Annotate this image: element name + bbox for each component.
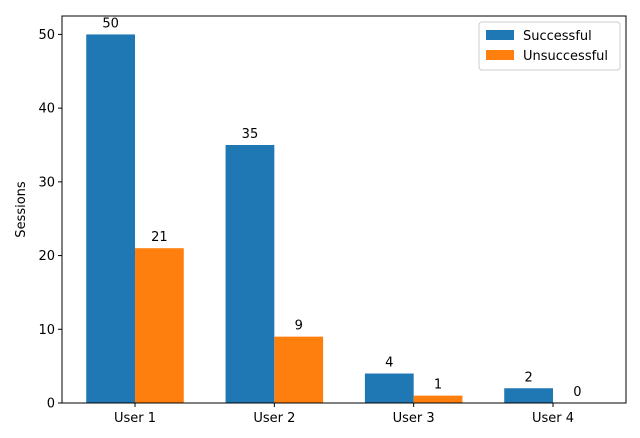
y-axis: 0 10 20 30 40 50 <box>38 28 62 412</box>
x-tick-label: User 3 <box>393 411 435 426</box>
legend-label-successful: Successful <box>523 29 592 44</box>
x-tick-label: User 4 <box>532 411 574 426</box>
bar-successful-1 <box>86 34 136 404</box>
bar-successful-3 <box>364 373 414 403</box>
data-labels: 50 21 35 9 4 1 2 0 <box>102 16 581 400</box>
data-label-successful-4: 2 <box>524 370 532 385</box>
y-axis-label: Sessions <box>14 181 29 238</box>
legend-swatch-successful <box>486 30 514 40</box>
y-tick-label: 20 <box>38 249 55 264</box>
y-tick-label: 50 <box>38 28 55 43</box>
legend-label-unsuccessful: Unsuccessful <box>523 49 608 64</box>
bar-unsuccessful-3 <box>413 395 463 403</box>
y-tick-label: 0 <box>47 397 55 412</box>
legend-swatch-unsuccessful <box>486 50 514 60</box>
data-label-unsuccessful-4: 0 <box>573 385 581 400</box>
bar-unsuccessful-1 <box>135 248 184 403</box>
bar-successful-4 <box>504 388 553 403</box>
data-label-successful-2: 35 <box>242 127 259 142</box>
bar-successful-2 <box>225 145 275 403</box>
data-label-successful-1: 50 <box>102 16 119 31</box>
plot-frame <box>61 15 627 404</box>
x-tick-label: User 1 <box>114 411 156 426</box>
y-tick-label: 30 <box>38 175 55 190</box>
legend: Successful Unsuccessful <box>478 21 621 71</box>
y-tick-label: 10 <box>38 323 55 338</box>
y-tick-label: 40 <box>38 102 55 117</box>
data-label-unsuccessful-3: 1 <box>434 378 442 393</box>
x-axis: User 1 User 2 User 3 User 4 <box>114 403 574 426</box>
bar-unsuccessful-2 <box>274 336 324 403</box>
data-label-successful-3: 4 <box>385 356 393 371</box>
data-label-unsuccessful-2: 9 <box>295 319 303 334</box>
x-tick-label: User 2 <box>253 411 295 426</box>
data-label-unsuccessful-1: 21 <box>151 230 168 245</box>
bars <box>86 34 553 404</box>
legend-box <box>478 21 621 71</box>
